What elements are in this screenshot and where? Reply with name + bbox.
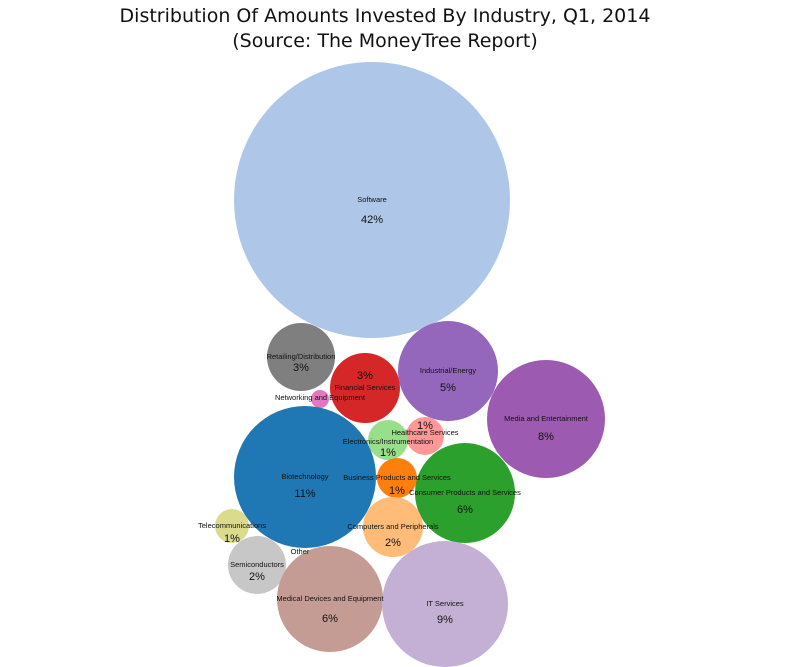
bubble-name-business-products-and-services: Business Products and Services	[343, 473, 451, 482]
bubble-financial-services	[330, 353, 400, 423]
bubble-value-telecommunications: 1%	[224, 533, 240, 545]
bubble-name-telecommunications: Telecommunications	[198, 521, 266, 530]
bubble-name-software: Software	[357, 195, 387, 204]
bubble-biotechnology	[234, 406, 376, 548]
bubble-value-consumer-products-and-services: 6%	[457, 504, 473, 516]
bubble-name-consumer-products-and-services: Consumer Products and Services	[409, 488, 521, 497]
bubble-business-products-and-services	[377, 458, 417, 498]
bubble-networking-and-equipment	[311, 390, 329, 408]
bubble-electronics-instrumentation	[368, 420, 408, 460]
bubble-name-medical-devices-and-equipment: Medical Devices and Equipment	[276, 594, 384, 603]
bubble-name-other: Other	[291, 547, 310, 556]
bubble-name-retailing-distribution: Retailing/Distribution	[267, 352, 336, 361]
bubble-value-retailing-distribution: 3%	[293, 362, 309, 374]
chart-subtitle: (Source: The MoneyTree Report)	[232, 30, 538, 52]
bubble-value-medical-devices-and-equipment: 6%	[322, 613, 338, 625]
bubble-value-business-products-and-services: 1%	[389, 485, 405, 497]
bubble-semiconductors	[228, 536, 286, 594]
bubble-value-healthcare-services: 1%	[417, 420, 433, 432]
bubble-retailing-distribution	[267, 323, 335, 391]
bubble-computers-and-peripherals	[363, 497, 423, 557]
bubble-value-electronics-instrumentation: 1%	[380, 447, 396, 459]
bubble-industrial-energy	[398, 321, 498, 421]
bubble-name-financial-services: Financial Services	[335, 383, 396, 392]
bubble-consumer-products-and-services	[415, 443, 515, 543]
bubble-software	[234, 62, 510, 338]
bubble-name-networking-and-equipment: Networking and Equipment	[275, 393, 366, 402]
bubble-name-electronics-instrumentation: Electronics/Instrumentation	[343, 437, 433, 446]
bubble-healthcare-services	[406, 417, 444, 455]
bubble-value-it-services: 9%	[437, 614, 453, 626]
bubble-value-industrial-energy: 5%	[440, 382, 456, 394]
bubble-it-services	[382, 541, 508, 667]
bubble-value-software: 42%	[361, 214, 383, 226]
bubble-telecommunications	[215, 509, 249, 543]
bubble-value-semiconductors: 2%	[249, 571, 265, 583]
bubble-name-computers-and-peripherals: Computers and Peripherals	[347, 522, 439, 531]
chart-title: Distribution Of Amounts Invested By Indu…	[119, 5, 651, 27]
bubble-value-biotechnology: 11%	[294, 488, 315, 500]
bubble-value-computers-and-peripherals: 2%	[385, 537, 401, 549]
bubble-media-and-entertainment	[487, 360, 605, 478]
bubble-name-industrial-energy: Industrial/Energy	[420, 366, 477, 375]
bubble-medical-devices-and-equipment	[277, 546, 383, 652]
bubble-name-it-services: IT Services	[426, 599, 464, 608]
bubble-value-financial-services: 3%	[357, 370, 373, 382]
bubble-name-semiconductors: Semiconductors	[230, 560, 284, 569]
bubble-name-media-and-entertainment: Media and Entertainment	[504, 414, 589, 423]
bubble-name-healthcare-services: Healthcare Services	[391, 428, 458, 437]
bubble-value-media-and-entertainment: 8%	[538, 431, 554, 443]
chart-title-block: Distribution Of Amounts Invested By Indu…	[0, 4, 770, 54]
bubble-name-biotechnology: Biotechnology	[281, 472, 328, 481]
